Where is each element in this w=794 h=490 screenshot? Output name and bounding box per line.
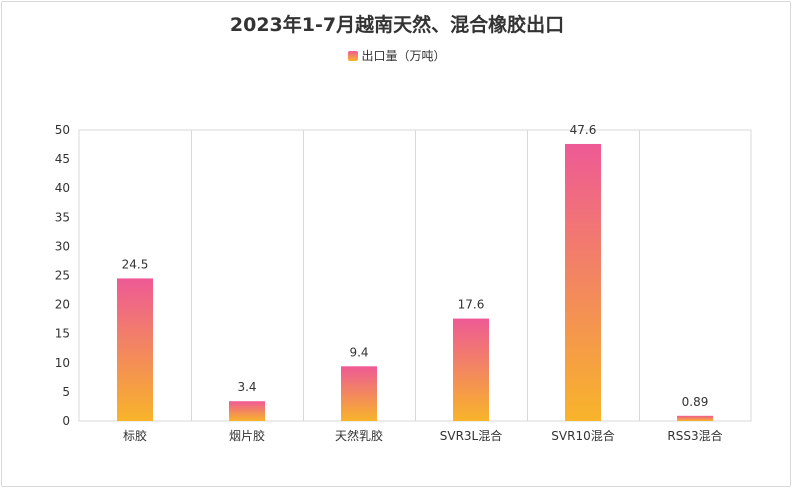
- x-tick-label: SVR3L混合: [440, 428, 503, 443]
- y-tick-label: 35: [55, 210, 70, 224]
- x-tick-label: 烟片胶: [229, 428, 265, 443]
- y-tick-label: 50: [55, 123, 70, 137]
- y-tick-label: 30: [55, 239, 70, 253]
- bar: [229, 401, 265, 421]
- x-tick-label: RSS3混合: [667, 428, 722, 443]
- y-tick-label: 0: [62, 414, 70, 428]
- x-tick-label: 标胶: [123, 428, 147, 443]
- data-label: 0.89: [682, 395, 709, 409]
- y-tick-label: 10: [55, 356, 70, 370]
- bar: [565, 143, 601, 421]
- legend[interactable]: 出口量（万吨）: [0, 47, 794, 64]
- bar: [453, 318, 489, 421]
- data-label: 3.4: [237, 380, 256, 394]
- bar: [341, 366, 377, 421]
- data-label: 17.6: [458, 298, 485, 312]
- bar: [677, 415, 713, 421]
- data-label: 24.5: [122, 257, 149, 271]
- bar: [117, 278, 153, 421]
- x-tick-label: SVR10混合: [551, 428, 614, 443]
- legend-label: 出口量（万吨）: [361, 49, 446, 63]
- y-tick-label: 25: [55, 269, 70, 283]
- y-tick-label: 45: [55, 152, 70, 166]
- y-tick-label: 15: [55, 327, 70, 341]
- legend-swatch: [348, 51, 359, 61]
- x-tick-label: 天然乳胶: [335, 428, 383, 443]
- data-label: 47.6: [570, 123, 597, 137]
- y-tick-label: 5: [62, 385, 70, 399]
- data-label: 9.4: [349, 345, 368, 359]
- chart-title: 2023年1-7月越南天然、混合橡胶出口: [229, 14, 565, 36]
- y-tick-label: 20: [55, 298, 70, 312]
- y-tick-label: 40: [55, 181, 70, 195]
